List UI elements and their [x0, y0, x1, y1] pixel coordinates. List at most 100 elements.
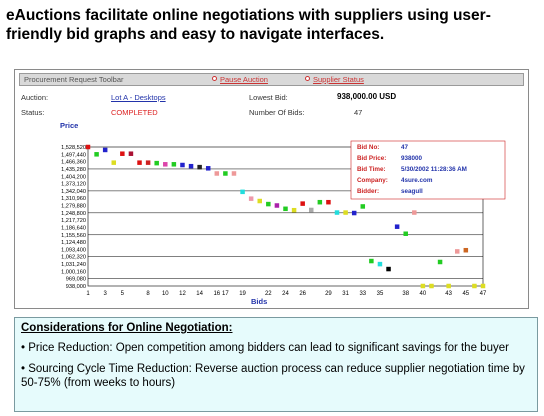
bid-point[interactable] — [163, 162, 168, 167]
bid-point[interactable] — [266, 201, 271, 207]
bid-point[interactable] — [472, 283, 477, 289]
x-tick-label: 17 — [222, 291, 229, 297]
bid-point[interactable] — [102, 147, 108, 153]
pause-auction-link[interactable]: Pause Auction — [220, 75, 268, 84]
bid-point[interactable] — [360, 204, 366, 209]
bid-point[interactable] — [197, 164, 202, 170]
x-tick-label: 1 — [86, 291, 90, 297]
bid-point[interactable] — [403, 231, 408, 236]
x-tick-label: 43 — [445, 291, 452, 297]
bid-point[interactable] — [137, 160, 142, 165]
num-bids-label: Number Of Bids: — [249, 108, 305, 117]
bid-point[interactable] — [429, 283, 434, 289]
y-tick-label: 969,080 — [66, 277, 86, 283]
y-tick-label: 1,000,160 — [61, 269, 86, 275]
tooltip-value: 4sure.com — [401, 177, 433, 184]
bid-point[interactable] — [120, 151, 125, 156]
x-tick-label: 47 — [480, 291, 487, 297]
x-tick-label: 33 — [359, 291, 366, 297]
lowest-bid-label: Lowest Bid: — [249, 93, 288, 102]
bid-point[interactable] — [240, 189, 245, 195]
tooltip-value: 5/30/2002 11:28:36 AM — [401, 166, 467, 173]
y-tick-label: 1,466,360 — [61, 160, 86, 166]
tooltip-label: Bid No: — [357, 144, 379, 151]
bid-point[interactable] — [111, 160, 117, 165]
y-tick-label: 1,217,720 — [61, 218, 86, 224]
supplier-status-link[interactable]: Supplier Status — [313, 75, 364, 84]
y-tick-label: 1,093,400 — [61, 247, 86, 253]
bid-point[interactable] — [231, 171, 237, 176]
y-tick-label: 1,497,440 — [61, 152, 86, 158]
y-tick-label: 1,279,880 — [61, 204, 86, 210]
bid-point[interactable] — [326, 199, 331, 205]
bid-point[interactable] — [257, 198, 262, 204]
bid-point[interactable] — [463, 247, 469, 253]
bid-point[interactable] — [369, 258, 374, 264]
y-tick-label: 1,062,320 — [61, 255, 86, 261]
y-tick-label: 1,404,200 — [61, 174, 86, 180]
bid-point[interactable] — [205, 166, 211, 171]
tooltip-label: Company: — [357, 177, 388, 184]
auction-panel: Procurement Request Toolbar Pause Auctio… — [14, 69, 529, 309]
bid-point[interactable] — [420, 283, 426, 289]
x-tick-label: 16 — [213, 291, 220, 297]
bid-point[interactable] — [454, 249, 460, 254]
x-tick-label: 29 — [325, 291, 332, 297]
procurement-toolbar: Procurement Request Toolbar Pause Auctio… — [19, 73, 524, 86]
y-tick-label: 1,373,120 — [61, 182, 86, 188]
bid-point[interactable] — [283, 206, 288, 212]
bid-point[interactable] — [446, 283, 451, 289]
bid-point[interactable] — [248, 196, 254, 201]
y-axis-label: Price — [60, 121, 78, 130]
bid-point[interactable] — [85, 144, 91, 150]
x-tick-label: 3 — [104, 291, 108, 297]
bid-point[interactable] — [171, 162, 177, 167]
bid-point[interactable] — [412, 210, 417, 215]
bid-point[interactable] — [128, 151, 134, 156]
bid-point[interactable] — [145, 160, 151, 165]
considerations-box: Considerations for Online Negotiation: •… — [14, 317, 538, 412]
bid-point[interactable] — [214, 171, 220, 176]
tooltip-label: Bid Price: — [357, 155, 386, 162]
auction-link[interactable]: Lot A - Desktops — [111, 93, 166, 102]
bid-point[interactable] — [94, 152, 99, 157]
lowest-bid-value: 938,000.00 USD — [337, 92, 397, 101]
tooltip-value: 47 — [401, 144, 409, 151]
bid-point[interactable] — [223, 171, 228, 176]
bid-point[interactable] — [437, 259, 443, 265]
x-tick-label: 10 — [162, 291, 169, 297]
considerations-title: Considerations for Online Negotiation: — [21, 322, 233, 334]
y-tick-label: 1,155,560 — [61, 233, 86, 239]
bid-point[interactable] — [154, 160, 159, 166]
bid-point[interactable] — [317, 199, 323, 205]
bid-point[interactable] — [386, 266, 391, 272]
x-tick-label: 5 — [121, 291, 125, 297]
x-tick-label: 26 — [299, 291, 306, 297]
x-tick-label: 38 — [402, 291, 409, 297]
y-tick-label: 1,528,520 — [61, 145, 86, 151]
x-tick-label: 8 — [146, 291, 150, 297]
x-tick-label: 31 — [342, 291, 349, 297]
bid-point[interactable] — [188, 163, 194, 169]
bid-point[interactable] — [291, 207, 297, 213]
bid-point[interactable] — [480, 283, 486, 289]
y-tick-label: 1,342,040 — [61, 189, 86, 195]
bid-point[interactable] — [394, 224, 400, 229]
bid-point[interactable] — [343, 210, 348, 215]
x-tick-label: 22 — [265, 291, 272, 297]
bid-point[interactable] — [180, 162, 185, 168]
bid-point[interactable] — [300, 201, 305, 206]
supplier-status-dot-icon — [305, 76, 310, 81]
bid-point[interactable] — [309, 207, 314, 213]
bid-point[interactable] — [274, 203, 280, 208]
x-tick-label: 45 — [462, 291, 469, 297]
bid-point[interactable] — [377, 261, 383, 267]
bid-point[interactable] — [351, 210, 357, 216]
tooltip-value: 938000 — [401, 155, 423, 162]
x-tick-label: 35 — [377, 291, 384, 297]
x-tick-label: 40 — [420, 291, 427, 297]
x-axis-label: Bids — [251, 297, 267, 306]
tooltip-label: Bidder: — [357, 188, 379, 195]
num-bids-value: 47 — [354, 108, 363, 117]
bid-point[interactable] — [334, 210, 340, 215]
